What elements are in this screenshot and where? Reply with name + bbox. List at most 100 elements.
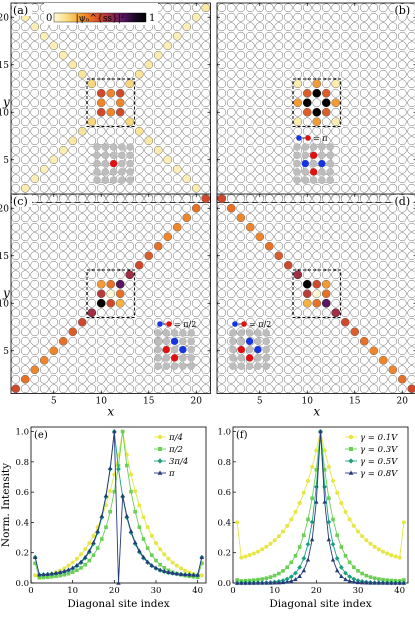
lattice-site [236,289,246,299]
lattice-site [407,107,415,117]
lattice-site [293,327,303,337]
inset-site [109,176,118,184]
lattice-site [245,145,255,155]
lattice-site [172,183,182,193]
lattice-site [293,31,303,41]
lattice-site [359,260,369,270]
data-point [87,548,92,553]
lattice-site [331,289,341,299]
lattice-site [359,374,369,384]
lattice-site [144,317,154,327]
inset-site [237,354,246,362]
inset-site [179,337,187,346]
inset-site [93,151,101,160]
lattice-site [106,317,116,327]
lattice-site [359,107,369,117]
lattice-site [274,384,284,394]
inset-site [237,329,246,337]
lattice-site [255,88,265,98]
inset-site [170,329,179,337]
lattice-site [68,374,78,384]
lattice-site [407,145,415,155]
lattice-site [144,88,154,98]
lattice-site [236,241,246,251]
data-point [310,496,314,501]
lattice-site [77,88,87,98]
lattice-site [255,136,265,146]
data-point [401,580,407,585]
lattice-site [312,365,322,375]
lattice-site [226,145,236,155]
lattice-site [312,355,322,365]
lattice-site [58,336,68,346]
legend-marker [348,434,354,440]
lattice-site [106,203,116,213]
lattice-site [321,12,331,22]
lattice-site [191,136,201,146]
lattice-site [11,213,21,223]
lattice-site [245,155,255,165]
lattice-site [134,232,144,242]
lattice-site [39,88,49,98]
lattice-site [87,194,97,204]
lattice-site [388,50,398,60]
lattice-site [106,289,116,299]
y-tick-label: 0.8 [217,458,231,468]
lattice-site [201,136,211,146]
lattice-site [340,12,350,22]
data-point [322,484,328,490]
data-point [305,557,311,562]
lattice-site [340,298,350,308]
data-point [343,577,348,582]
y-tick-label: 20 [0,204,9,214]
lattice-site [340,164,350,174]
y-tick-label: 0.0 [217,579,231,589]
lattice-site [350,183,360,193]
lattice-site [125,31,135,41]
lattice-site [274,22,284,32]
lattice-site [350,279,360,289]
lattice-site [134,98,144,108]
lattice-site [236,12,246,22]
lattice-site [245,270,255,280]
data-point [393,554,398,559]
lattice-site [96,107,106,117]
x-axis-label: Diagonal site index [67,598,169,610]
data-point [285,523,290,528]
lattice-site [226,12,236,22]
lattice-site [312,136,322,146]
lattice-site [217,79,227,89]
lattice-site [312,308,322,318]
lattice-site [397,241,407,251]
lattice-site [378,22,388,32]
lattice-site [30,69,40,79]
lattice-site [378,289,388,299]
lattice-site [388,136,398,146]
lattice-site [397,279,407,289]
data-point [50,574,54,579]
lattice-site [331,136,341,146]
lattice-site [58,355,68,365]
lattice-site [226,31,236,41]
lattice-site [331,3,341,13]
lattice-site [283,251,293,261]
data-point [251,580,257,585]
data-point [129,472,133,477]
lattice-site [11,336,21,346]
lattice-site [30,289,40,299]
lattice-site [153,88,163,98]
lattice-site [106,88,116,98]
lattice-site [378,384,388,394]
lattice-site [201,126,211,136]
lattice-site [283,336,293,346]
lattice-site [388,298,398,308]
lattice-site [340,88,350,98]
lattice-site [350,327,360,337]
lattice-site [245,289,255,299]
lattice-site [340,251,350,261]
data-point [281,529,285,534]
lattice-site [255,222,265,232]
lattice-site [359,317,369,327]
lattice-site [144,79,154,89]
lattice-site [163,298,173,308]
